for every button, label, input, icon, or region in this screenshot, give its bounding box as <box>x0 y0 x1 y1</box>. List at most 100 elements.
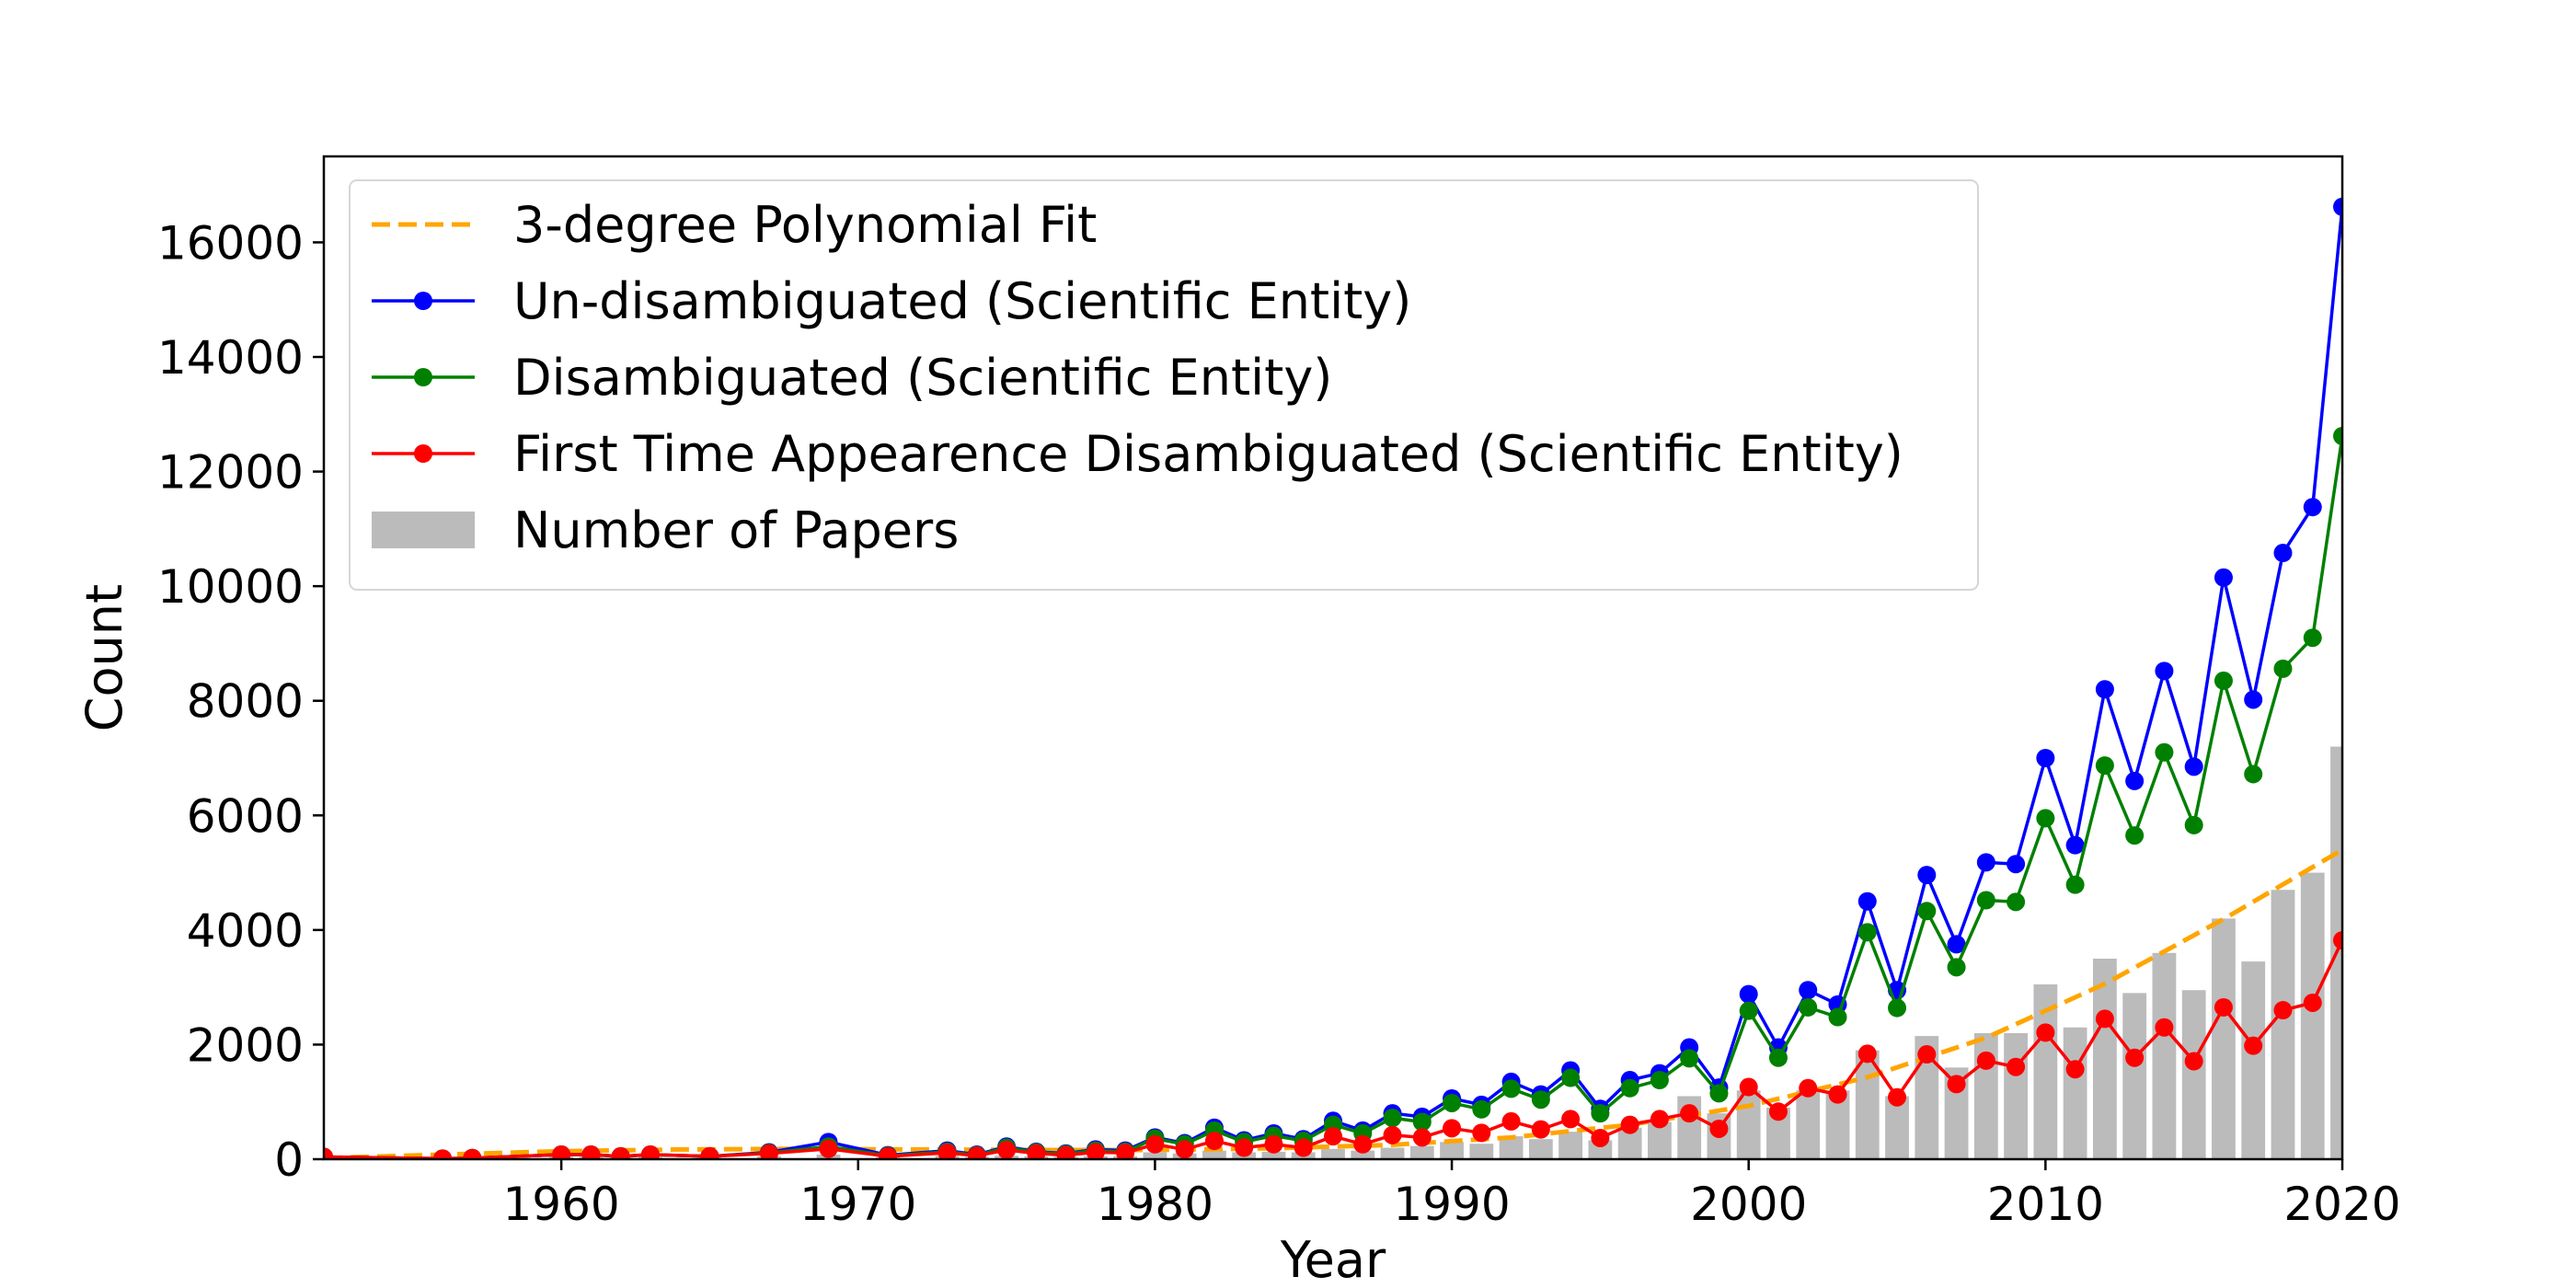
x-tick-label-1980: 1980 <box>1097 1178 1213 1231</box>
bar-1982 <box>1202 1150 1226 1159</box>
series-2-point-2004 <box>1857 1044 1877 1064</box>
series-2-point-1961 <box>581 1145 601 1159</box>
bar-1990 <box>1440 1142 1464 1159</box>
series-0-point-2015 <box>2184 757 2203 776</box>
series-1-point-2016 <box>2214 671 2233 690</box>
series-2-point-1986 <box>1324 1127 1342 1146</box>
series-1-point-2015 <box>2184 815 2203 834</box>
series-1-point-2019 <box>2303 628 2322 648</box>
series-1-point-2009 <box>2007 892 2026 912</box>
x-tick-label-2010: 2010 <box>1987 1178 2104 1231</box>
series-1-point-2001 <box>1768 1048 1788 1067</box>
x-tick-label-2020: 2020 <box>2283 1178 2400 1231</box>
bar-1987 <box>1351 1150 1375 1159</box>
y-axis: 0 2000 4000 6000 8000 10000 12000 14000 16000 <box>157 216 324 1187</box>
legend-box <box>349 179 1979 591</box>
bar-2011 <box>2063 1027 2087 1159</box>
series-2-point-1981 <box>1175 1140 1194 1159</box>
series-2-point-1975 <box>997 1141 1017 1159</box>
series-2-point-2009 <box>2007 1057 2026 1076</box>
series-2-point-1990 <box>1443 1119 1462 1138</box>
series-2-point-1960 <box>552 1145 571 1159</box>
y-tick-label-12000: 12000 <box>157 446 304 500</box>
series-2-point-1988 <box>1383 1125 1402 1144</box>
x-tick-label-2000: 2000 <box>1690 1178 1807 1231</box>
bar-2013 <box>2122 993 2147 1159</box>
series-1-point-1988 <box>1383 1109 1402 1128</box>
y-tick-label-14000: 14000 <box>157 331 304 385</box>
bar-1993 <box>1528 1139 1553 1159</box>
series-0-point-2012 <box>2095 680 2114 699</box>
series-1-point-2006 <box>1917 902 1937 921</box>
legend-label-4: Number of Papers <box>513 501 959 559</box>
bars-layer <box>324 746 2342 1159</box>
series-2-point-1991 <box>1472 1123 1491 1143</box>
legend-marker-3 <box>414 444 432 463</box>
series-2-point-1993 <box>1531 1120 1550 1139</box>
series-2-point-1982 <box>1204 1132 1224 1151</box>
series-1-point-1999 <box>1709 1084 1729 1103</box>
x-axis: 1960 1970 1980 1990 2000 2010 2020 <box>502 1159 2401 1231</box>
legend: 3-degree Polynomial Fit Un-disambiguated … <box>349 179 1979 591</box>
series-1-point-1998 <box>1680 1049 1699 1068</box>
legend-label-0: 3-degree Polynomial Fit <box>513 196 1097 254</box>
bar-2016 <box>2212 918 2236 1159</box>
series-0-point-2009 <box>2007 855 2026 874</box>
y-axis-label: Count <box>75 584 133 731</box>
series-2-point-1980 <box>1145 1134 1165 1154</box>
series-0-point-2014 <box>2155 661 2174 681</box>
series-2-point-1952 <box>324 1147 333 1159</box>
series-2-point-1998 <box>1680 1104 1699 1123</box>
series-2-point-1989 <box>1412 1128 1432 1147</box>
series-2-point-1965 <box>700 1146 719 1159</box>
legend-label-1: Un-disambiguated (Scientific Entity) <box>513 272 1411 330</box>
series-2-point-1967 <box>759 1144 778 1159</box>
y-tick-label-4000: 4000 <box>187 904 304 958</box>
series-2-point-1995 <box>1591 1128 1610 1147</box>
y-tick-label-0: 0 <box>274 1133 304 1187</box>
series-2-point-1962 <box>611 1146 630 1159</box>
bar-1986 <box>1321 1148 1345 1159</box>
y-tick-label-2000: 2000 <box>187 1018 304 1072</box>
bar-2010 <box>2033 984 2058 1159</box>
series-1-point-1996 <box>1620 1078 1639 1098</box>
series-0-point-2006 <box>1917 866 1937 885</box>
series-2-point-2012 <box>2095 1009 2114 1029</box>
x-tick-label-1970: 1970 <box>799 1178 916 1231</box>
x-tick-label-1960: 1960 <box>502 1178 619 1231</box>
y-tick-label-10000: 10000 <box>157 560 304 614</box>
series-1-point-2017 <box>2244 765 2263 784</box>
series-1-point-2004 <box>1857 923 1877 942</box>
series-1-point-2000 <box>1739 1001 1758 1020</box>
series-2-point-1971 <box>879 1146 898 1159</box>
series-1-point-2002 <box>1799 997 1818 1017</box>
series-2-point-1979 <box>1116 1144 1135 1159</box>
series-2-point-1999 <box>1709 1119 1729 1138</box>
y-tick-label-16000: 16000 <box>157 216 304 270</box>
series-1-point-2003 <box>1828 1007 1847 1027</box>
bar-1984 <box>1261 1151 1286 1159</box>
series-1-point-1991 <box>1472 1099 1491 1119</box>
series-2-point-1969 <box>819 1139 838 1158</box>
series-0-point-2016 <box>2214 568 2233 587</box>
series-0-point-2017 <box>2244 690 2263 709</box>
series-0-point-2011 <box>2065 835 2085 855</box>
series-1-point-2013 <box>2125 826 2145 845</box>
legend-marker-2 <box>414 368 432 386</box>
bar-1988 <box>1380 1147 1405 1159</box>
series-2-point-1974 <box>967 1146 986 1159</box>
legend-label-2: Disambiguated (Scientific Entity) <box>513 349 1332 407</box>
series-2-point-1963 <box>640 1145 660 1159</box>
series-2-point-2000 <box>1739 1077 1758 1097</box>
series-1-point-1993 <box>1531 1090 1550 1110</box>
bar-2017 <box>2241 961 2266 1159</box>
series-2-point-2019 <box>2303 993 2322 1012</box>
series-2-point-2001 <box>1768 1102 1788 1121</box>
bar-2009 <box>2004 1032 2028 1159</box>
series-0-point-2004 <box>1857 891 1877 911</box>
bar-2000 <box>1736 1090 1761 1159</box>
series-2-point-1992 <box>1501 1111 1521 1131</box>
series-0-point-2007 <box>1947 935 1966 954</box>
series-2-point-2016 <box>2214 997 2233 1017</box>
